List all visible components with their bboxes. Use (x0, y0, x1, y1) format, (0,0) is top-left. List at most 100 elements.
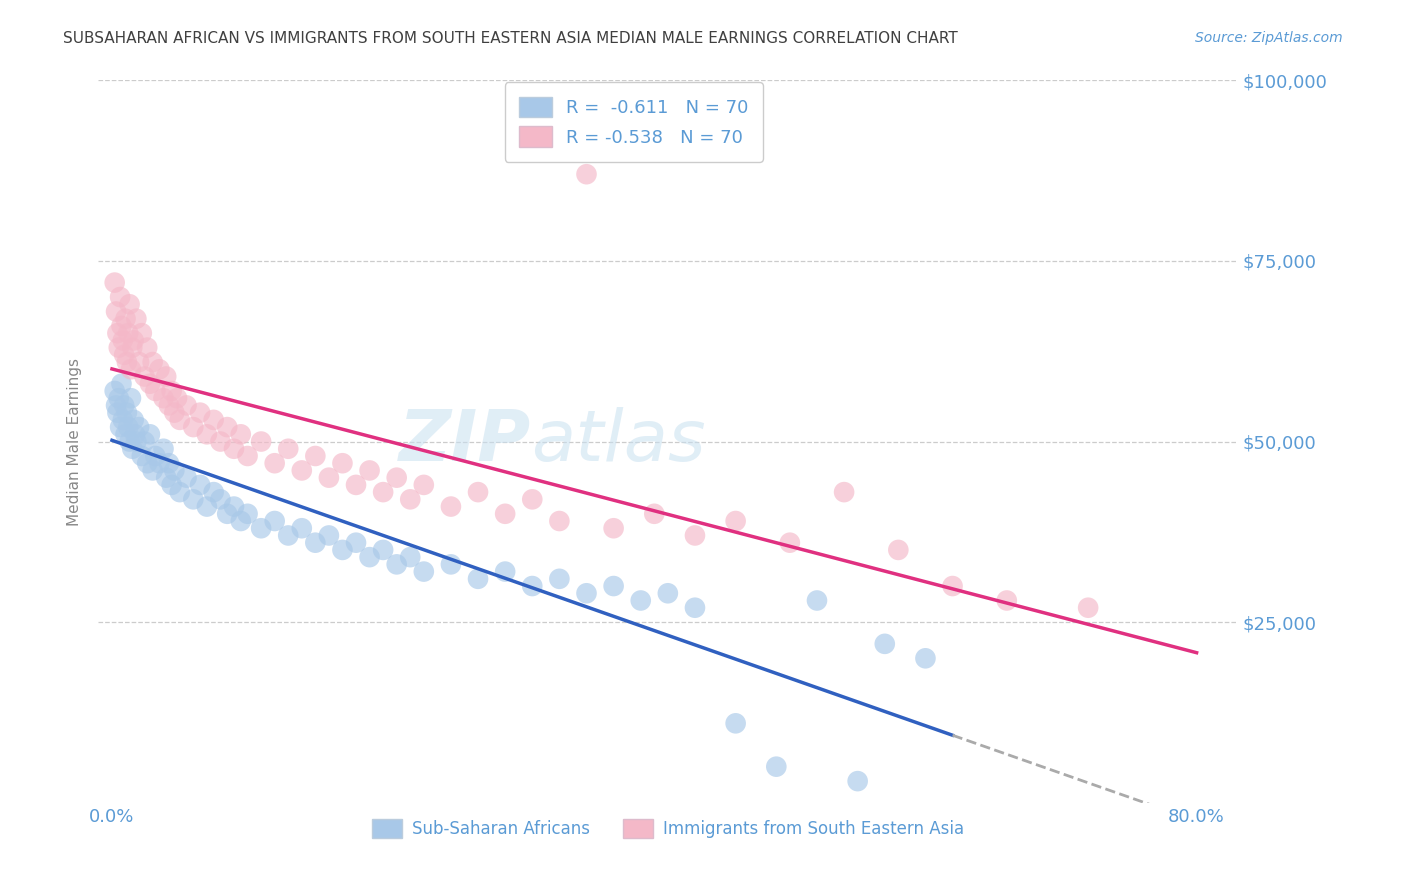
Point (277, 442, 299, 456)
Point (110, 376, 132, 391)
Point (344, 478, 367, 492)
Point (155, 470, 177, 484)
Point (548, 572, 571, 586)
Point (229, 427, 252, 442)
Point (832, 485, 855, 500)
Point (467, 485, 489, 500)
Point (124, 427, 146, 442)
Point (318, 528, 340, 542)
Point (229, 514, 252, 528)
Point (385, 558, 408, 572)
Point (724, 514, 747, 528)
Point (160, 384, 183, 398)
Point (163, 406, 186, 420)
Point (942, 579, 965, 593)
Point (359, 463, 381, 477)
Point (385, 470, 408, 484)
Point (683, 600, 706, 615)
Point (887, 542, 910, 557)
Point (169, 485, 191, 500)
Point (344, 535, 367, 549)
Point (399, 550, 422, 565)
Point (806, 593, 828, 607)
Point (176, 398, 198, 412)
Point (148, 456, 170, 470)
Point (104, 276, 127, 290)
Point (250, 521, 273, 535)
Point (188, 478, 211, 492)
Point (399, 492, 422, 507)
Point (107, 341, 129, 355)
Point (209, 434, 232, 449)
Point (105, 304, 128, 318)
Text: ZIP: ZIP (399, 407, 531, 476)
Point (643, 507, 665, 521)
Point (995, 593, 1018, 607)
Point (195, 500, 218, 514)
Point (1077, 600, 1099, 615)
Point (291, 463, 314, 477)
Point (602, 521, 624, 535)
Point (195, 427, 218, 442)
Y-axis label: Median Male Earnings: Median Male Earnings (67, 358, 83, 525)
Point (136, 456, 159, 470)
Point (108, 290, 131, 304)
Point (128, 420, 150, 434)
Point (332, 542, 354, 557)
Point (291, 521, 314, 535)
Point (202, 413, 225, 427)
Point (112, 398, 135, 412)
Point (548, 514, 571, 528)
Point (183, 492, 205, 507)
Point (108, 420, 131, 434)
Point (160, 478, 183, 492)
Point (277, 528, 299, 542)
Point (575, 586, 598, 600)
Point (217, 420, 239, 434)
Point (250, 434, 273, 449)
Point (115, 406, 138, 420)
Point (914, 651, 936, 665)
Point (440, 500, 463, 514)
Point (183, 420, 205, 434)
Text: SUBSAHARAN AFRICAN VS IMMIGRANTS FROM SOUTH EASTERN ASIA MEDIAN MALE EARNINGS CO: SUBSAHARAN AFRICAN VS IMMIGRANTS FROM SO… (63, 31, 957, 46)
Point (110, 318, 132, 333)
Point (134, 369, 156, 384)
Point (121, 442, 143, 456)
Point (494, 507, 516, 521)
Point (118, 434, 141, 449)
Point (263, 456, 285, 470)
Point (371, 485, 394, 500)
Point (724, 716, 747, 731)
Point (152, 442, 174, 456)
Point (202, 485, 225, 500)
Point (263, 514, 285, 528)
Point (112, 348, 135, 362)
Point (157, 398, 180, 412)
Point (148, 362, 170, 376)
Point (371, 542, 394, 557)
Point (145, 449, 167, 463)
Point (236, 449, 259, 463)
Point (188, 406, 211, 420)
Point (139, 376, 162, 391)
Point (114, 427, 136, 442)
Point (166, 391, 188, 405)
Point (163, 463, 186, 477)
Point (209, 492, 232, 507)
Point (104, 384, 127, 398)
Point (114, 311, 136, 326)
Point (846, 774, 869, 789)
Point (575, 167, 598, 181)
Point (359, 550, 381, 565)
Point (125, 311, 148, 326)
Legend: Sub-Saharan Africans, Immigrants from South Eastern Asia: Sub-Saharan Africans, Immigrants from So… (366, 813, 970, 845)
Point (318, 470, 340, 484)
Point (145, 384, 167, 398)
Point (107, 406, 129, 420)
Point (107, 326, 129, 340)
Point (117, 420, 139, 434)
Point (157, 456, 180, 470)
Point (142, 355, 165, 369)
Point (304, 535, 326, 549)
